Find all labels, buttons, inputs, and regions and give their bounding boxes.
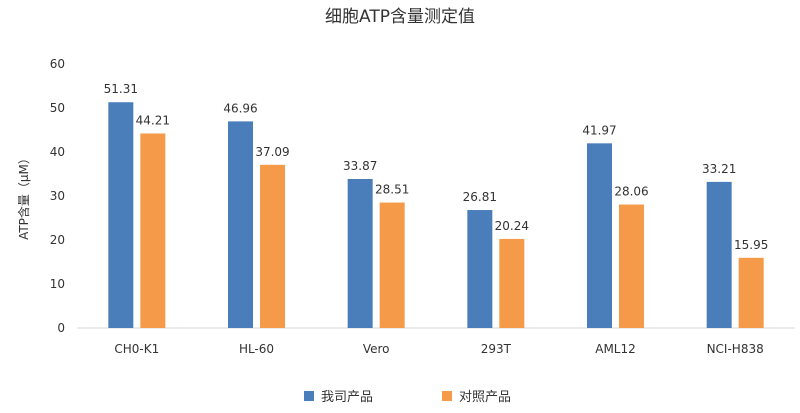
- data-label: 41.97: [582, 123, 616, 137]
- y-tick-label: 20: [50, 233, 65, 247]
- bar-control-hl-60: [260, 164, 285, 328]
- x-tick-label: AML12: [595, 342, 636, 356]
- bar-control-293t: [499, 238, 525, 328]
- legend-swatch: [304, 391, 314, 401]
- x-tick-label: HL-60: [239, 342, 274, 356]
- data-label: 44.21: [136, 113, 170, 127]
- bars: [108, 102, 764, 329]
- data-label: 20.24: [495, 219, 529, 233]
- chart-title: 细胞ATP含量测定值: [325, 7, 475, 27]
- x-tick-label: Vero: [363, 342, 390, 356]
- bar-ours-vero: [347, 178, 373, 328]
- x-tick-label: NCI-H838: [707, 342, 764, 356]
- y-axis-ticks: 0 10 20 30 40 50 60: [50, 57, 65, 335]
- legend-label: 对照产品: [459, 390, 511, 405]
- data-label: 37.09: [255, 145, 289, 159]
- legend: 我司产品 对照产品: [304, 390, 511, 405]
- data-label: 33.21: [702, 162, 736, 176]
- y-tick-label: 30: [50, 189, 65, 203]
- x-tick-label: 293T: [481, 342, 512, 356]
- data-label: 46.96: [223, 101, 257, 115]
- x-tick-label: CH0-K1: [114, 342, 159, 356]
- bar-ours-293t: [467, 210, 493, 328]
- bar-control-nci-h838: [738, 257, 764, 328]
- bar-ours-aml12: [587, 143, 612, 328]
- y-tick-label: 40: [50, 145, 65, 159]
- bar-control-vero: [379, 202, 405, 328]
- bar-control-ch0-k1: [140, 133, 166, 328]
- data-label: 28.51: [375, 183, 409, 197]
- y-tick-label: 0: [57, 321, 65, 335]
- legend-swatch: [442, 391, 452, 401]
- data-label: 15.95: [734, 238, 768, 252]
- legend-label: 我司产品: [321, 390, 373, 405]
- y-axis-label: ATP含量（μM）: [16, 152, 31, 240]
- bar-ours-nci-h838: [706, 181, 732, 328]
- data-label: 33.87: [343, 159, 377, 173]
- bar-control-aml12: [619, 204, 644, 328]
- data-label: 51.31: [104, 82, 138, 96]
- y-tick-label: 10: [50, 277, 65, 291]
- y-tick-label: 50: [50, 101, 65, 115]
- data-label: 26.81: [463, 190, 497, 204]
- data-labels: 51.31 44.21 46.96 37.09 33.87 28.51 26.81 20.24…: [104, 82, 769, 252]
- bar-ours-hl-60: [228, 121, 253, 328]
- data-label: 28.06: [614, 185, 648, 199]
- bar-ours-ch0-k1: [108, 102, 134, 329]
- y-tick-label: 60: [50, 57, 65, 71]
- x-axis-ticks: CH0-K1 HL-60 Vero 293T AML12 NCI-H838: [114, 342, 763, 356]
